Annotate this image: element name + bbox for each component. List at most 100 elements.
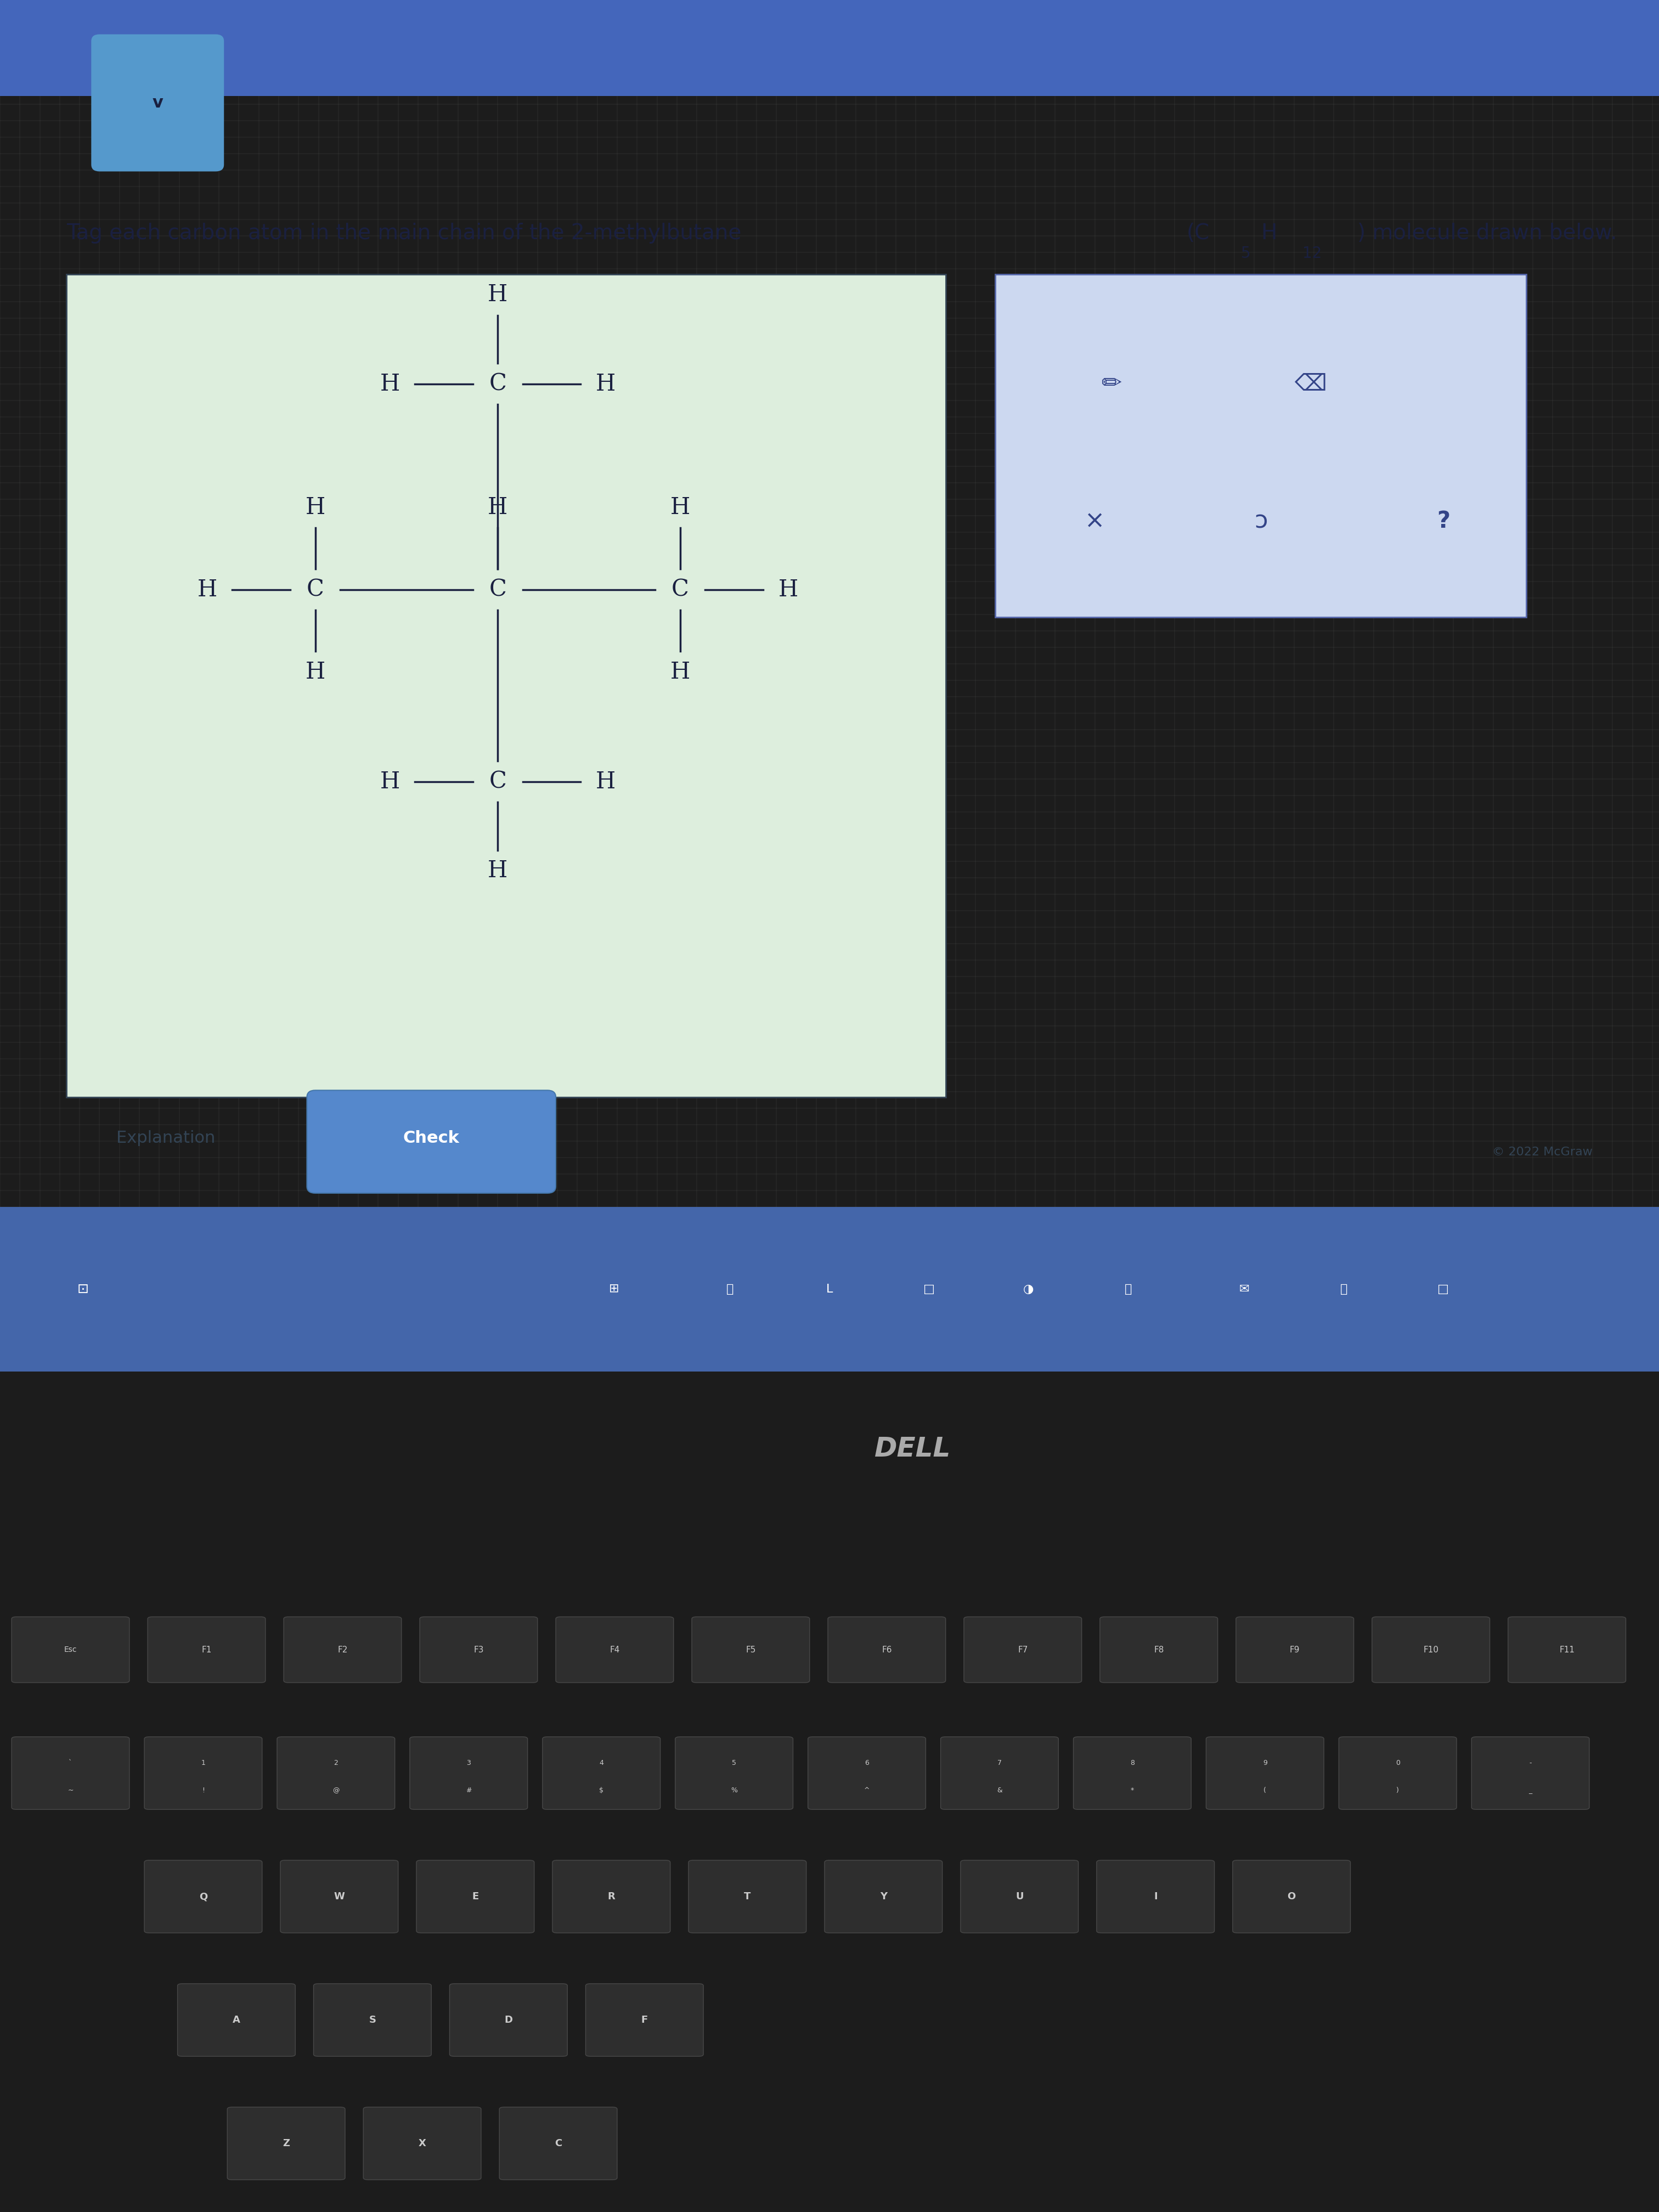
FancyBboxPatch shape (144, 1736, 262, 1809)
Text: F3: F3 (473, 1646, 484, 1655)
FancyBboxPatch shape (280, 1860, 398, 1933)
Text: H: H (197, 577, 217, 602)
FancyBboxPatch shape (542, 1736, 660, 1809)
Text: !: ! (202, 1787, 204, 1794)
Bar (66, 274, 946, 1097)
Text: ?: ? (1437, 509, 1450, 533)
Bar (995, 274, 1526, 617)
FancyBboxPatch shape (410, 1736, 528, 1809)
Text: L: L (826, 1283, 833, 1294)
FancyBboxPatch shape (277, 1736, 395, 1809)
Text: ) molecule drawn below.: ) molecule drawn below. (1357, 223, 1618, 243)
FancyBboxPatch shape (1206, 1736, 1324, 1809)
Text: Tag each carbon atom in the main chain of the 2-methylbutane: Tag each carbon atom in the main chain o… (66, 223, 748, 243)
FancyBboxPatch shape (307, 1091, 556, 1192)
Text: 🔔: 🔔 (1340, 1283, 1347, 1294)
FancyBboxPatch shape (499, 2108, 617, 2179)
Text: C: C (554, 2139, 562, 2148)
Text: ×: × (1085, 509, 1105, 533)
Text: Explanation: Explanation (116, 1130, 216, 1146)
Text: #: # (466, 1787, 471, 1794)
Text: F1: F1 (201, 1646, 212, 1655)
Text: F11: F11 (1559, 1646, 1574, 1655)
Text: F6: F6 (881, 1646, 893, 1655)
Text: F5: F5 (745, 1646, 757, 1655)
FancyBboxPatch shape (825, 1860, 942, 1933)
Text: T: T (743, 1891, 752, 1902)
Text: DELL: DELL (874, 1436, 951, 1462)
FancyBboxPatch shape (1472, 1736, 1589, 1809)
Text: H: H (670, 495, 690, 520)
FancyBboxPatch shape (688, 1860, 806, 1933)
FancyBboxPatch shape (586, 1984, 703, 2057)
FancyBboxPatch shape (556, 1617, 674, 1683)
Text: H: H (488, 283, 508, 307)
Text: H: H (778, 577, 798, 602)
FancyBboxPatch shape (828, 1617, 946, 1683)
Text: U: U (1015, 1891, 1024, 1902)
Text: Y: Y (879, 1891, 888, 1902)
Text: 1: 1 (201, 1759, 206, 1767)
Text: v: v (153, 95, 163, 111)
FancyBboxPatch shape (964, 1617, 1082, 1683)
Text: C: C (489, 577, 506, 602)
Text: Check: Check (403, 1130, 460, 1146)
Text: H: H (596, 770, 615, 794)
FancyBboxPatch shape (12, 1736, 129, 1809)
Text: -: - (1530, 1759, 1531, 1767)
Text: C: C (672, 577, 688, 602)
Text: Esc: Esc (65, 1646, 76, 1655)
Text: □: □ (924, 1283, 934, 1294)
FancyBboxPatch shape (1236, 1617, 1354, 1683)
FancyBboxPatch shape (91, 33, 224, 170)
FancyBboxPatch shape (692, 1617, 810, 1683)
FancyBboxPatch shape (148, 1617, 265, 1683)
Text: H: H (488, 858, 508, 883)
Text: H: H (305, 495, 325, 520)
Text: 🔍: 🔍 (727, 1283, 733, 1294)
Text: ✉: ✉ (1239, 1283, 1249, 1294)
Text: ): ) (1397, 1787, 1399, 1794)
Text: 0: 0 (1395, 1759, 1400, 1767)
Text: $: $ (599, 1787, 604, 1794)
FancyBboxPatch shape (1339, 1736, 1457, 1809)
FancyBboxPatch shape (284, 1617, 401, 1683)
Text: F4: F4 (609, 1646, 620, 1655)
Text: ^: ^ (864, 1787, 869, 1794)
Text: 🗃: 🗃 (1125, 1283, 1131, 1294)
FancyBboxPatch shape (941, 1736, 1058, 1809)
FancyBboxPatch shape (961, 1860, 1078, 1933)
Text: ⊞: ⊞ (609, 1283, 619, 1294)
FancyBboxPatch shape (1073, 1736, 1191, 1809)
Text: 6: 6 (864, 1759, 869, 1767)
Text: ⌫: ⌫ (1294, 372, 1327, 396)
Text: H: H (305, 661, 325, 684)
Text: ✏: ✏ (1102, 372, 1121, 396)
Text: C: C (489, 770, 506, 794)
Text: ◑: ◑ (1024, 1283, 1034, 1294)
FancyBboxPatch shape (552, 1860, 670, 1933)
FancyBboxPatch shape (12, 1617, 129, 1683)
Text: R: R (607, 1891, 615, 1902)
FancyBboxPatch shape (1508, 1617, 1626, 1683)
Text: &: & (997, 1787, 1002, 1794)
Text: F8: F8 (1153, 1646, 1165, 1655)
Text: E: E (471, 1891, 479, 1902)
Text: ~: ~ (68, 1787, 73, 1794)
Text: □: □ (1438, 1283, 1448, 1294)
Text: Q: Q (199, 1891, 207, 1902)
Text: H: H (1261, 223, 1277, 243)
FancyBboxPatch shape (227, 2108, 345, 2179)
FancyBboxPatch shape (1372, 1617, 1490, 1683)
Text: H: H (670, 661, 690, 684)
Text: 5: 5 (732, 1759, 737, 1767)
Text: *: * (1130, 1787, 1135, 1794)
Text: H: H (380, 372, 400, 396)
Text: 9: 9 (1262, 1759, 1267, 1767)
Text: C: C (307, 577, 324, 602)
FancyBboxPatch shape (314, 1984, 431, 2057)
Text: 3: 3 (466, 1759, 471, 1767)
Text: 7: 7 (997, 1759, 1002, 1767)
Text: S: S (368, 2015, 377, 2024)
FancyBboxPatch shape (420, 1617, 538, 1683)
